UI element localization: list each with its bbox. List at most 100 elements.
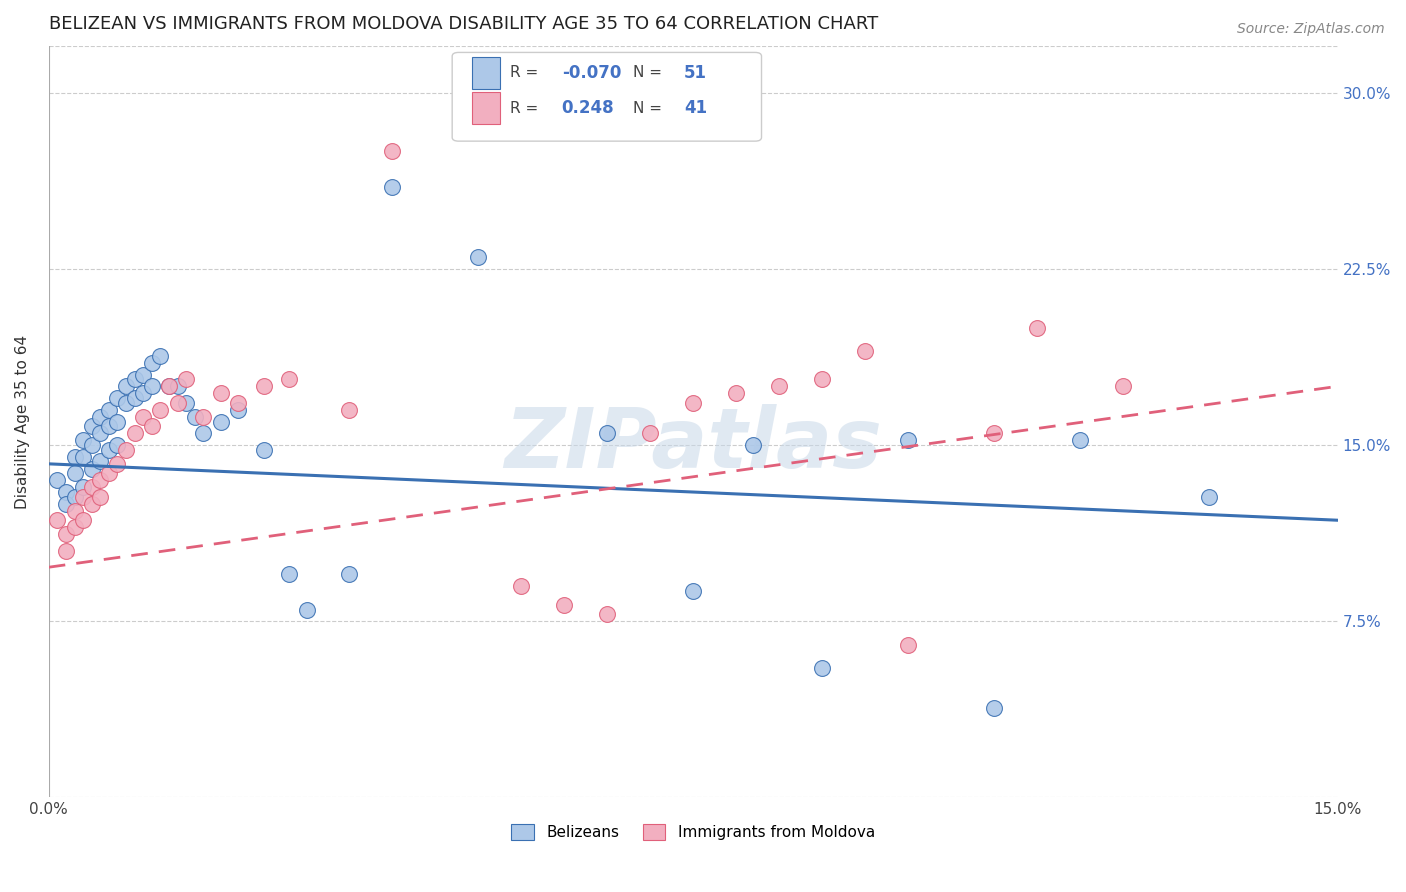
Point (63, 520, 86, 534)
Point (1025, 320, 1047, 334)
Point (63, 504, 86, 518)
Point (80, 497, 103, 511)
Point (252, 379, 274, 393)
FancyBboxPatch shape (453, 53, 762, 141)
Text: -0.070: -0.070 (562, 63, 621, 82)
Point (467, 250, 489, 264)
Point (97, 442, 120, 457)
Point (89, 490, 111, 504)
Text: N =: N = (633, 101, 666, 116)
Text: N =: N = (633, 65, 666, 80)
Point (278, 567, 301, 582)
Point (768, 379, 790, 393)
Point (80, 419, 103, 434)
FancyBboxPatch shape (471, 92, 501, 124)
Point (638, 426, 661, 441)
Y-axis label: Disability Age 35 to 64: Disability Age 35 to 64 (15, 334, 30, 508)
Point (124, 391, 146, 405)
Point (157, 379, 180, 393)
Point (193, 409, 215, 424)
Point (510, 579, 533, 593)
Point (897, 638, 920, 652)
Point (174, 396, 197, 410)
Point (89, 409, 111, 424)
Text: ZIPatlas: ZIPatlas (505, 403, 882, 484)
Point (107, 415, 129, 429)
Point (897, 434, 920, 448)
Point (46, 513, 69, 527)
Legend: Belizeans, Immigrants from Moldova: Belizeans, Immigrants from Moldova (505, 818, 882, 847)
Point (742, 438, 765, 452)
Point (63, 490, 86, 504)
Point (89, 454, 111, 468)
Point (141, 379, 163, 393)
Point (811, 372, 834, 386)
Point (278, 372, 301, 386)
Point (983, 426, 1005, 441)
Point (149, 349, 172, 363)
Point (107, 457, 129, 471)
Point (209, 415, 232, 429)
Point (166, 379, 188, 393)
Text: Source: ZipAtlas.com: Source: ZipAtlas.com (1237, 22, 1385, 37)
Point (553, 598, 575, 612)
Point (63, 467, 86, 481)
Point (72, 480, 94, 494)
Point (124, 426, 146, 441)
Text: 0.248: 0.248 (562, 99, 614, 117)
Point (55, 485, 77, 500)
Point (295, 602, 318, 616)
Point (89, 426, 111, 441)
Point (107, 391, 129, 405)
Point (596, 607, 619, 622)
Text: BELIZEAN VS IMMIGRANTS FROM MOLDOVA DISABILITY AGE 35 TO 64 CORRELATION CHART: BELIZEAN VS IMMIGRANTS FROM MOLDOVA DISA… (49, 15, 877, 33)
Point (1198, 490, 1220, 504)
Point (55, 543, 77, 558)
Point (381, 179, 404, 194)
Point (72, 513, 94, 527)
Point (596, 426, 619, 441)
Point (381, 145, 404, 159)
Point (226, 396, 249, 410)
Point (682, 396, 704, 410)
Point (141, 419, 163, 434)
Point (226, 402, 249, 417)
Point (107, 438, 129, 452)
Point (166, 396, 188, 410)
Point (97, 467, 120, 481)
Point (983, 701, 1005, 715)
Point (55, 497, 77, 511)
Point (339, 567, 361, 582)
Point (725, 386, 748, 401)
Point (682, 583, 704, 598)
Point (63, 450, 86, 464)
Text: R =: R = (510, 65, 543, 80)
Point (209, 386, 232, 401)
Point (80, 438, 103, 452)
Point (115, 379, 138, 393)
Point (811, 661, 834, 675)
Point (132, 409, 155, 424)
Point (141, 356, 163, 370)
Point (132, 386, 155, 401)
Point (72, 450, 94, 464)
Point (72, 434, 94, 448)
Point (193, 426, 215, 441)
Point (115, 442, 138, 457)
Point (97, 402, 120, 417)
Point (252, 442, 274, 457)
Point (184, 409, 207, 424)
Point (72, 490, 94, 504)
Point (149, 402, 172, 417)
Point (80, 461, 103, 475)
Point (174, 372, 197, 386)
Text: R =: R = (510, 101, 543, 116)
Text: 41: 41 (685, 99, 707, 117)
Point (124, 372, 146, 386)
Point (132, 368, 155, 382)
Point (853, 344, 876, 359)
Point (89, 473, 111, 487)
Point (1069, 434, 1091, 448)
Point (97, 419, 120, 434)
Point (115, 396, 138, 410)
